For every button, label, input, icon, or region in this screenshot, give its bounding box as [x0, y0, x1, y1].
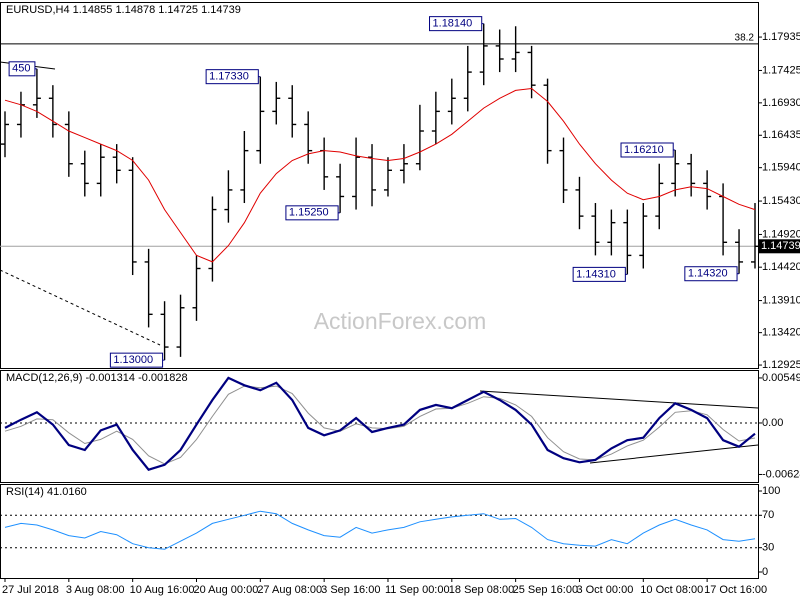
x-tick-label: 18 Sep 08:00 — [449, 584, 514, 596]
x-tick-label: 25 Sep 16:00 — [513, 584, 578, 596]
price-title: EURUSD,H4 1.14855 1.14878 1.14725 1.1473… — [6, 4, 241, 16]
x-tick-label: 27 Aug 08:00 — [257, 584, 322, 596]
x-tick-label: 17 Oct 16:00 — [704, 584, 767, 596]
rsi-panel-frame — [0, 484, 759, 579]
y-tick-label: 100 — [762, 485, 780, 497]
x-tick-label: 10 Oct 08:00 — [640, 584, 703, 596]
annotation-box — [205, 69, 259, 85]
price-panel-frame — [0, 2, 759, 369]
x-tick-label: 27 Jul 2018 — [2, 584, 59, 596]
watermark: ActionForex.com — [314, 308, 487, 334]
annotation-box — [285, 205, 339, 221]
moving-average — [4, 87, 756, 263]
annotation-box — [684, 266, 738, 282]
rsi-line — [4, 510, 756, 550]
annotation-label: 1.17330 — [209, 71, 249, 83]
annotation-label: 450 — [12, 63, 30, 75]
y-tick-label: 1.13420 — [762, 327, 800, 339]
annotation-box — [109, 352, 164, 368]
y-tick-label: 1.13910 — [762, 294, 800, 306]
x-tick-label: 20 Aug 00:00 — [193, 584, 258, 596]
y-tick-label: 1.12925 — [762, 359, 800, 371]
y-tick-label: 1.16930 — [762, 97, 800, 109]
y-tick-label: 0 — [762, 566, 768, 578]
trend-line — [589, 444, 759, 464]
annotation-label: 1.14320 — [688, 268, 728, 280]
annotation-label: 1.13000 — [113, 354, 153, 366]
y-tick-label: 1.17935 — [762, 31, 800, 43]
y-tick-label: -0.006282 — [762, 468, 800, 480]
annotation-box — [429, 16, 483, 32]
x-tick-label: 10 Aug 16:00 — [130, 584, 195, 596]
annotation-box — [572, 266, 626, 282]
macd-panel-frame — [0, 370, 759, 483]
y-tick-label: 1.14420 — [762, 261, 800, 273]
last-price-box — [758, 239, 800, 254]
signal-line — [4, 385, 756, 465]
y-tick-label: 0.005493 — [762, 372, 800, 384]
annotation-label: 1.14310 — [576, 268, 616, 280]
y-tick-label: 1.15940 — [762, 162, 800, 174]
annotation-label: 1.16210 — [624, 144, 664, 156]
x-tick-label: 11 Sep 00:00 — [385, 584, 450, 596]
y-tick-label: 1.14920 — [762, 228, 800, 240]
trend-line — [479, 390, 759, 409]
annotation-box — [620, 142, 674, 158]
y-tick-label: 1.16435 — [762, 129, 800, 141]
rsi-title: RSI(14) 41.0160 — [6, 486, 87, 498]
y-tick-label: 0.00 — [762, 417, 783, 429]
y-tick-label: 30 — [762, 542, 774, 554]
level-label: 38.2 — [735, 33, 755, 44]
annotation-label: 1.15250 — [289, 207, 329, 219]
y-tick-label: 1.15430 — [762, 195, 800, 207]
y-tick-label: 70 — [762, 509, 774, 521]
macd-title: MACD(12,26,9) -0.001314 -0.001828 — [6, 372, 188, 384]
annotation-label: 1.18140 — [433, 18, 473, 30]
annotation-box — [8, 61, 36, 77]
last-price-label: 1.14739 — [761, 240, 800, 252]
x-tick-label: 3 Sep 16:00 — [321, 584, 380, 596]
macd-line — [4, 376, 756, 471]
x-tick-label: 3 Aug 08:00 — [66, 584, 125, 596]
y-tick-label: 1.17425 — [762, 64, 800, 76]
x-tick-label: 3 Oct 00:00 — [576, 584, 633, 596]
